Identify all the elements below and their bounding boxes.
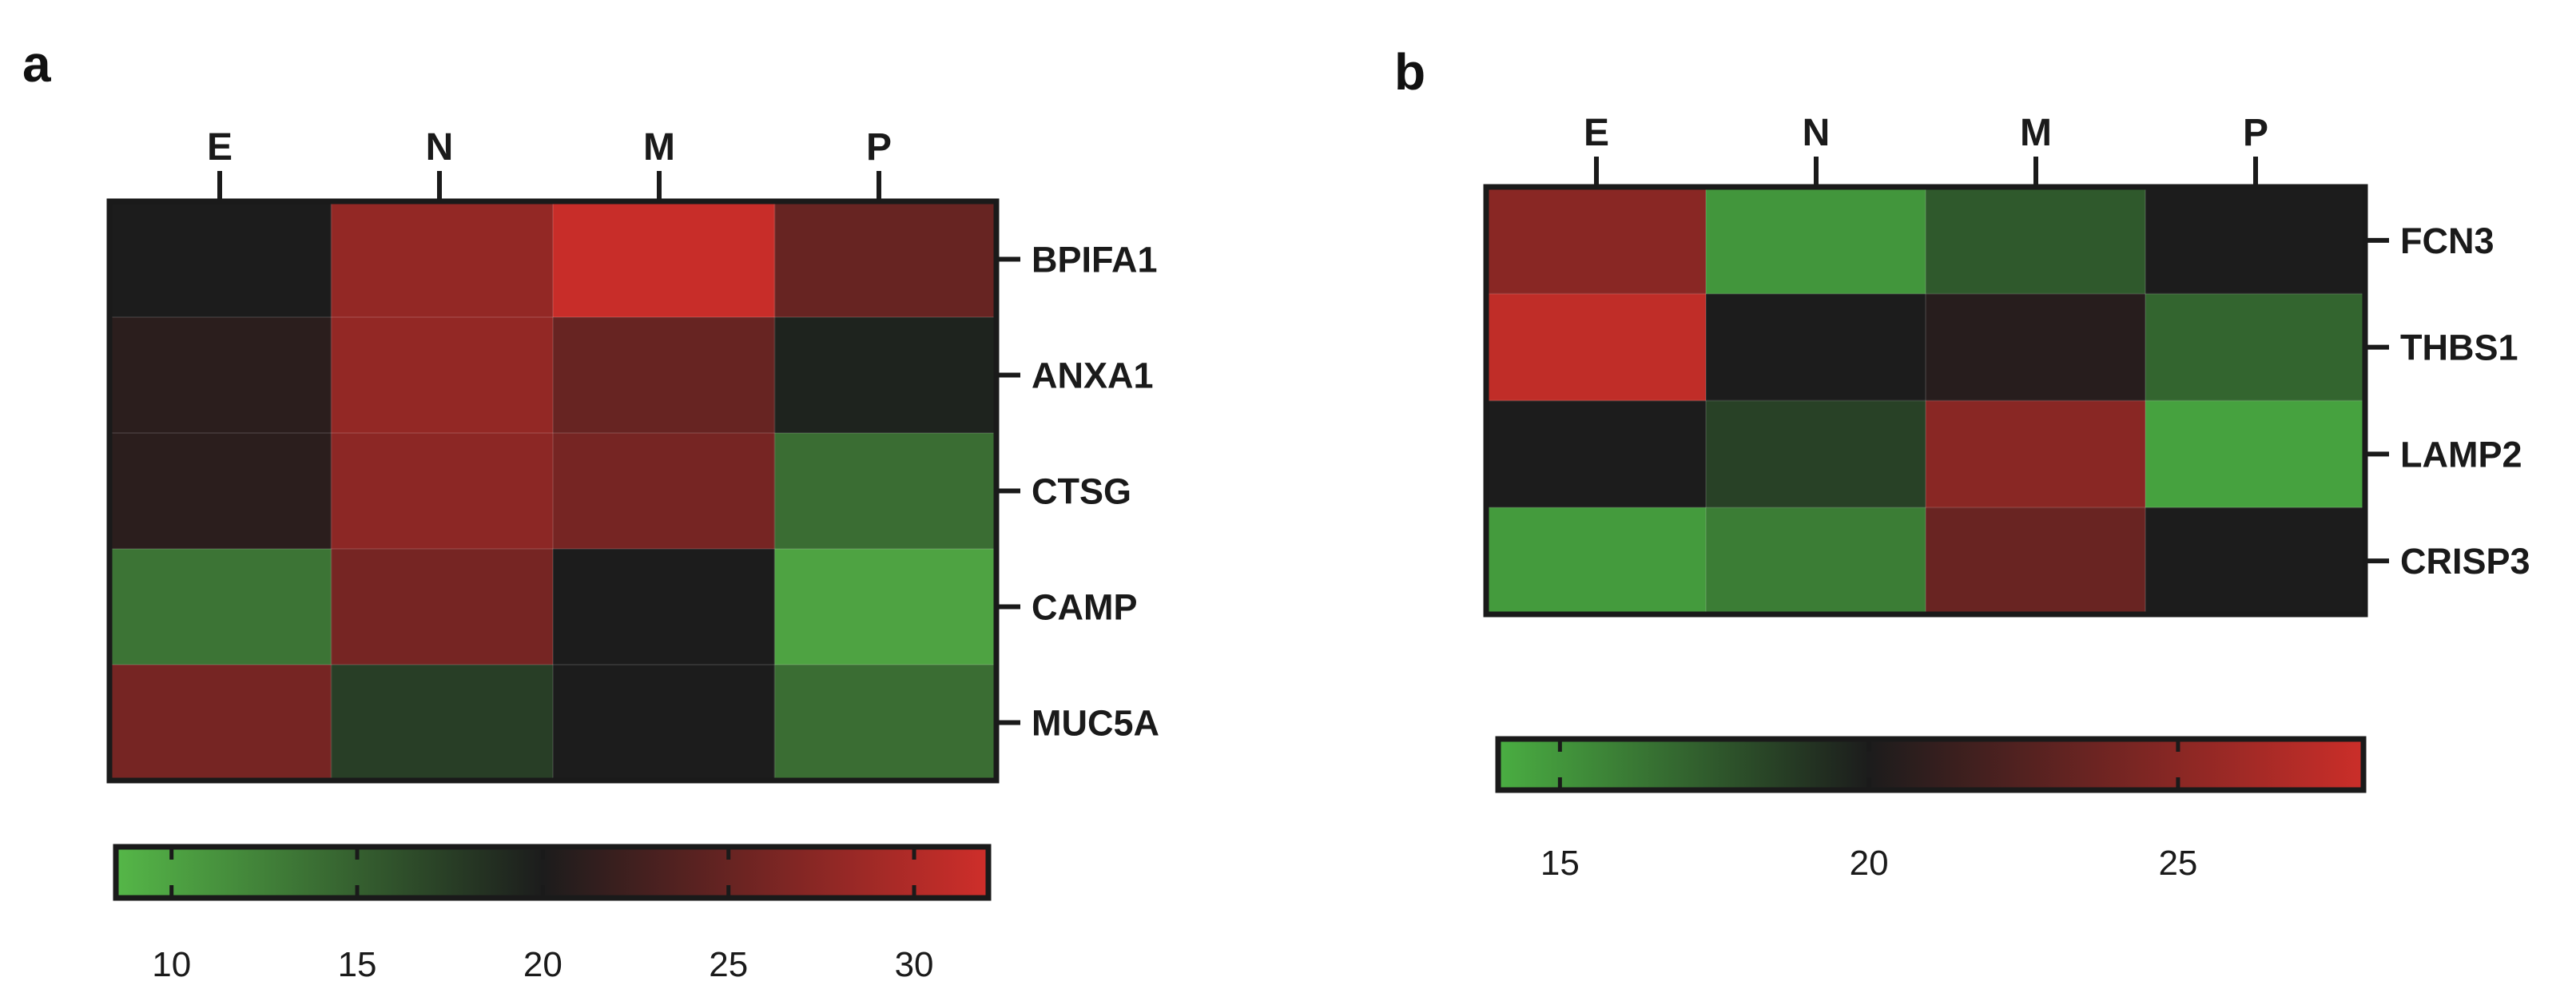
column-label-M: M bbox=[643, 126, 675, 169]
column-label-E: E bbox=[207, 126, 233, 169]
row-label-CTSG: CTSG bbox=[1032, 471, 1131, 512]
heatmap-cell bbox=[774, 433, 997, 550]
heatmap-cell bbox=[1486, 400, 1707, 508]
heatmap-cell bbox=[2145, 507, 2366, 615]
heatmap-cell bbox=[774, 665, 997, 781]
colorbar bbox=[113, 844, 992, 901]
heatmap-cell bbox=[1706, 187, 1926, 295]
heatmap-cell bbox=[331, 317, 554, 434]
heatmap-cell bbox=[331, 665, 554, 781]
row-label-CAMP: CAMP bbox=[1032, 587, 1138, 628]
heatmap-panel-a: a E N M P BPIFA1 ANXA1 CTSG CAMP MUC5A 10 15 20 25 30 bbox=[22, 35, 1159, 984]
heatmap-cell bbox=[1486, 187, 1707, 295]
heatmap-cell bbox=[774, 549, 997, 665]
heatmap-border bbox=[1483, 184, 2368, 618]
colorbar-tick-label: 15 bbox=[1540, 844, 1580, 883]
row-label-BPIFA1: BPIFA1 bbox=[1032, 240, 1158, 280]
heatmap-cell bbox=[109, 317, 332, 434]
heatmap-cell bbox=[2145, 187, 2366, 295]
heatmap-cell bbox=[553, 201, 775, 318]
heatmap-cell bbox=[774, 317, 997, 434]
heatmap-cell bbox=[553, 317, 775, 434]
heatmap-cell bbox=[1926, 507, 2146, 615]
heatmap-cell bbox=[1926, 187, 2146, 295]
heatmap-cell bbox=[331, 433, 554, 550]
row-label-CRISP3: CRISP3 bbox=[2400, 541, 2530, 582]
heatmap-cell bbox=[109, 201, 332, 318]
column-label-N: N bbox=[426, 126, 454, 169]
colorbar-tick-label: 25 bbox=[709, 945, 748, 984]
heatmap-cell bbox=[331, 549, 554, 665]
colorbar-tick-label: 10 bbox=[152, 945, 191, 984]
colorbar-tick-label: 15 bbox=[338, 945, 377, 984]
row-label-THBS1: THBS1 bbox=[2400, 328, 2518, 368]
colorbar-tick-label: 30 bbox=[895, 945, 934, 984]
heatmap-cell bbox=[109, 549, 332, 665]
row-label-LAMP2: LAMP2 bbox=[2400, 434, 2522, 475]
panel-letter-b: b bbox=[1394, 43, 1425, 101]
heatmap-cell bbox=[109, 433, 332, 550]
heatmap-cell bbox=[553, 433, 775, 550]
heatmap-cell bbox=[1706, 400, 1926, 508]
heatmap-cell bbox=[331, 201, 554, 318]
colorbar-tick-label: 20 bbox=[1850, 844, 1889, 883]
heatmap-cell bbox=[1926, 400, 2146, 508]
colorbar-tick-label: 25 bbox=[2158, 844, 2197, 883]
row-label-ANXA1: ANXA1 bbox=[1032, 356, 1154, 396]
panel-letter-a: a bbox=[22, 35, 51, 93]
heatmap-cell bbox=[553, 665, 775, 781]
row-label-MUC5A: MUC5A bbox=[1032, 703, 1159, 744]
colorbar-tick-label: 20 bbox=[523, 945, 563, 984]
heatmap-cell bbox=[1926, 293, 2146, 401]
row-label-FCN3: FCN3 bbox=[2400, 220, 2495, 261]
column-label-P: P bbox=[2243, 112, 2268, 154]
column-label-E: E bbox=[1584, 112, 1609, 154]
heatmap-cell bbox=[553, 549, 775, 665]
heatmap-cell bbox=[1706, 293, 1926, 401]
heatmap-cell bbox=[109, 665, 332, 781]
column-label-N: N bbox=[1803, 112, 1831, 154]
heatmap-cell bbox=[1486, 507, 1707, 615]
column-label-P: P bbox=[866, 126, 892, 169]
heatmap-cell bbox=[2145, 293, 2366, 401]
heatmap-panel-b: b E N M P FCN3 THBS1 LAMP2 CRISP3 15 20 25 bbox=[1394, 43, 2530, 883]
heatmap-cell bbox=[1486, 293, 1707, 401]
heatmap-cell bbox=[1706, 507, 1926, 615]
heatmap-cell bbox=[774, 201, 997, 318]
column-label-M: M bbox=[2020, 112, 2052, 154]
colorbar bbox=[1495, 736, 2367, 793]
heatmap-cell bbox=[2145, 400, 2366, 508]
